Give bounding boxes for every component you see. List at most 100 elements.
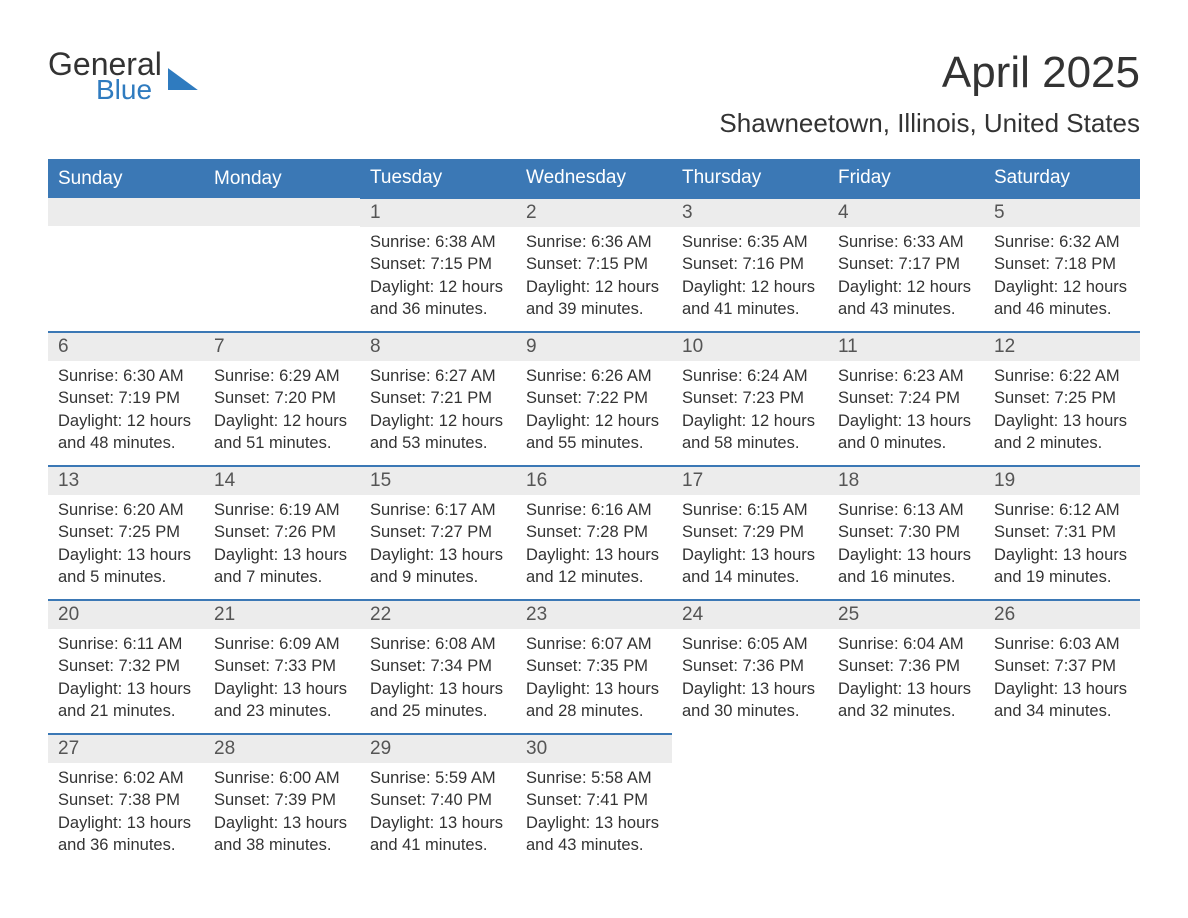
weekday-header: Friday bbox=[828, 159, 984, 198]
daylight-line: Daylight: 13 hours and 7 minutes. bbox=[214, 544, 350, 589]
calendar-week-row: 6Sunrise: 6:30 AMSunset: 7:19 PMDaylight… bbox=[48, 332, 1140, 466]
location-subtitle: Shawneetown, Illinois, United States bbox=[719, 108, 1140, 139]
daylight-line: Daylight: 13 hours and 16 minutes. bbox=[838, 544, 974, 589]
sunrise-line: Sunrise: 6:20 AM bbox=[58, 499, 194, 521]
day-number: 12 bbox=[984, 333, 1140, 361]
day-details: Sunrise: 6:08 AMSunset: 7:34 PMDaylight:… bbox=[360, 629, 516, 730]
day-details: Sunrise: 6:30 AMSunset: 7:19 PMDaylight:… bbox=[48, 361, 204, 462]
day-number: 18 bbox=[828, 467, 984, 495]
page-header: General Blue April 2025 Shawneetown, Ill… bbox=[48, 48, 1140, 151]
calendar-day-cell: 3Sunrise: 6:35 AMSunset: 7:16 PMDaylight… bbox=[672, 198, 828, 332]
calendar-week-row: 13Sunrise: 6:20 AMSunset: 7:25 PMDayligh… bbox=[48, 466, 1140, 600]
sunset-line: Sunset: 7:17 PM bbox=[838, 253, 974, 275]
sunset-line: Sunset: 7:36 PM bbox=[838, 655, 974, 677]
day-details: Sunrise: 6:36 AMSunset: 7:15 PMDaylight:… bbox=[516, 227, 672, 328]
sunrise-line: Sunrise: 6:16 AM bbox=[526, 499, 662, 521]
sunrise-line: Sunrise: 6:12 AM bbox=[994, 499, 1130, 521]
sunrise-line: Sunrise: 6:24 AM bbox=[682, 365, 818, 387]
sunrise-line: Sunrise: 6:17 AM bbox=[370, 499, 506, 521]
logo-text-blue: Blue bbox=[96, 76, 162, 104]
sunset-line: Sunset: 7:30 PM bbox=[838, 521, 974, 543]
calendar-day-cell: 5Sunrise: 6:32 AMSunset: 7:18 PMDaylight… bbox=[984, 198, 1140, 332]
daylight-line: Daylight: 13 hours and 34 minutes. bbox=[994, 678, 1130, 723]
calendar-day-cell: 10Sunrise: 6:24 AMSunset: 7:23 PMDayligh… bbox=[672, 332, 828, 466]
calendar-day-cell bbox=[828, 734, 984, 868]
calendar-day-cell: 11Sunrise: 6:23 AMSunset: 7:24 PMDayligh… bbox=[828, 332, 984, 466]
daylight-line: Daylight: 13 hours and 25 minutes. bbox=[370, 678, 506, 723]
calendar-day-cell bbox=[984, 734, 1140, 868]
day-number: 3 bbox=[672, 199, 828, 227]
day-number: 7 bbox=[204, 333, 360, 361]
weekday-header-row: SundayMondayTuesdayWednesdayThursdayFrid… bbox=[48, 159, 1140, 198]
calendar-day-cell: 13Sunrise: 6:20 AMSunset: 7:25 PMDayligh… bbox=[48, 466, 204, 600]
sunset-line: Sunset: 7:25 PM bbox=[994, 387, 1130, 409]
sunset-line: Sunset: 7:22 PM bbox=[526, 387, 662, 409]
calendar-day-cell: 21Sunrise: 6:09 AMSunset: 7:33 PMDayligh… bbox=[204, 600, 360, 734]
day-details: Sunrise: 6:33 AMSunset: 7:17 PMDaylight:… bbox=[828, 227, 984, 328]
sunrise-line: Sunrise: 6:19 AM bbox=[214, 499, 350, 521]
day-number: 20 bbox=[48, 601, 204, 629]
daylight-line: Daylight: 13 hours and 21 minutes. bbox=[58, 678, 194, 723]
calendar-day-cell: 7Sunrise: 6:29 AMSunset: 7:20 PMDaylight… bbox=[204, 332, 360, 466]
sunrise-line: Sunrise: 6:04 AM bbox=[838, 633, 974, 655]
calendar-week-row: 20Sunrise: 6:11 AMSunset: 7:32 PMDayligh… bbox=[48, 600, 1140, 734]
calendar-day-cell: 1Sunrise: 6:38 AMSunset: 7:15 PMDaylight… bbox=[360, 198, 516, 332]
sunrise-line: Sunrise: 6:08 AM bbox=[370, 633, 506, 655]
sunrise-line: Sunrise: 6:29 AM bbox=[214, 365, 350, 387]
day-number: 6 bbox=[48, 333, 204, 361]
day-number: 22 bbox=[360, 601, 516, 629]
weekday-header: Monday bbox=[204, 159, 360, 198]
day-details: Sunrise: 6:19 AMSunset: 7:26 PMDaylight:… bbox=[204, 495, 360, 596]
weekday-header: Thursday bbox=[672, 159, 828, 198]
sunset-line: Sunset: 7:16 PM bbox=[682, 253, 818, 275]
month-title: April 2025 bbox=[719, 48, 1140, 98]
day-number: 15 bbox=[360, 467, 516, 495]
daylight-line: Daylight: 13 hours and 43 minutes. bbox=[526, 812, 662, 857]
day-number: 26 bbox=[984, 601, 1140, 629]
sunrise-line: Sunrise: 6:33 AM bbox=[838, 231, 974, 253]
day-details: Sunrise: 6:35 AMSunset: 7:16 PMDaylight:… bbox=[672, 227, 828, 328]
day-number: 19 bbox=[984, 467, 1140, 495]
daylight-line: Daylight: 13 hours and 5 minutes. bbox=[58, 544, 194, 589]
daylight-line: Daylight: 13 hours and 9 minutes. bbox=[370, 544, 506, 589]
day-number: 10 bbox=[672, 333, 828, 361]
day-number: 4 bbox=[828, 199, 984, 227]
day-number: 27 bbox=[48, 735, 204, 763]
sunrise-line: Sunrise: 6:03 AM bbox=[994, 633, 1130, 655]
calendar-day-cell: 17Sunrise: 6:15 AMSunset: 7:29 PMDayligh… bbox=[672, 466, 828, 600]
calendar-day-cell: 20Sunrise: 6:11 AMSunset: 7:32 PMDayligh… bbox=[48, 600, 204, 734]
calendar-day-cell: 2Sunrise: 6:36 AMSunset: 7:15 PMDaylight… bbox=[516, 198, 672, 332]
sunset-line: Sunset: 7:39 PM bbox=[214, 789, 350, 811]
calendar-day-cell: 9Sunrise: 6:26 AMSunset: 7:22 PMDaylight… bbox=[516, 332, 672, 466]
daylight-line: Daylight: 13 hours and 12 minutes. bbox=[526, 544, 662, 589]
calendar-day-cell: 4Sunrise: 6:33 AMSunset: 7:17 PMDaylight… bbox=[828, 198, 984, 332]
day-details: Sunrise: 6:12 AMSunset: 7:31 PMDaylight:… bbox=[984, 495, 1140, 596]
logo: General Blue bbox=[48, 48, 198, 104]
daylight-line: Daylight: 13 hours and 30 minutes. bbox=[682, 678, 818, 723]
calendar-week-row: 1Sunrise: 6:38 AMSunset: 7:15 PMDaylight… bbox=[48, 198, 1140, 332]
calendar-day-cell: 18Sunrise: 6:13 AMSunset: 7:30 PMDayligh… bbox=[828, 466, 984, 600]
daylight-line: Daylight: 13 hours and 23 minutes. bbox=[214, 678, 350, 723]
daylight-line: Daylight: 12 hours and 53 minutes. bbox=[370, 410, 506, 455]
sunset-line: Sunset: 7:31 PM bbox=[994, 521, 1130, 543]
day-details: Sunrise: 6:26 AMSunset: 7:22 PMDaylight:… bbox=[516, 361, 672, 462]
calendar-day-cell: 23Sunrise: 6:07 AMSunset: 7:35 PMDayligh… bbox=[516, 600, 672, 734]
daylight-line: Daylight: 13 hours and 38 minutes. bbox=[214, 812, 350, 857]
calendar-week-row: 27Sunrise: 6:02 AMSunset: 7:38 PMDayligh… bbox=[48, 734, 1140, 868]
daylight-line: Daylight: 13 hours and 41 minutes. bbox=[370, 812, 506, 857]
sunrise-line: Sunrise: 6:26 AM bbox=[526, 365, 662, 387]
sunrise-line: Sunrise: 6:23 AM bbox=[838, 365, 974, 387]
sunset-line: Sunset: 7:15 PM bbox=[370, 253, 506, 275]
daylight-line: Daylight: 12 hours and 55 minutes. bbox=[526, 410, 662, 455]
sunrise-line: Sunrise: 6:30 AM bbox=[58, 365, 194, 387]
sunrise-line: Sunrise: 6:32 AM bbox=[994, 231, 1130, 253]
sunset-line: Sunset: 7:26 PM bbox=[214, 521, 350, 543]
sunset-line: Sunset: 7:33 PM bbox=[214, 655, 350, 677]
day-number: 13 bbox=[48, 467, 204, 495]
calendar-day-cell: 19Sunrise: 6:12 AMSunset: 7:31 PMDayligh… bbox=[984, 466, 1140, 600]
sunrise-line: Sunrise: 6:38 AM bbox=[370, 231, 506, 253]
sunset-line: Sunset: 7:21 PM bbox=[370, 387, 506, 409]
day-number: 17 bbox=[672, 467, 828, 495]
sunrise-line: Sunrise: 6:15 AM bbox=[682, 499, 818, 521]
day-number: 11 bbox=[828, 333, 984, 361]
